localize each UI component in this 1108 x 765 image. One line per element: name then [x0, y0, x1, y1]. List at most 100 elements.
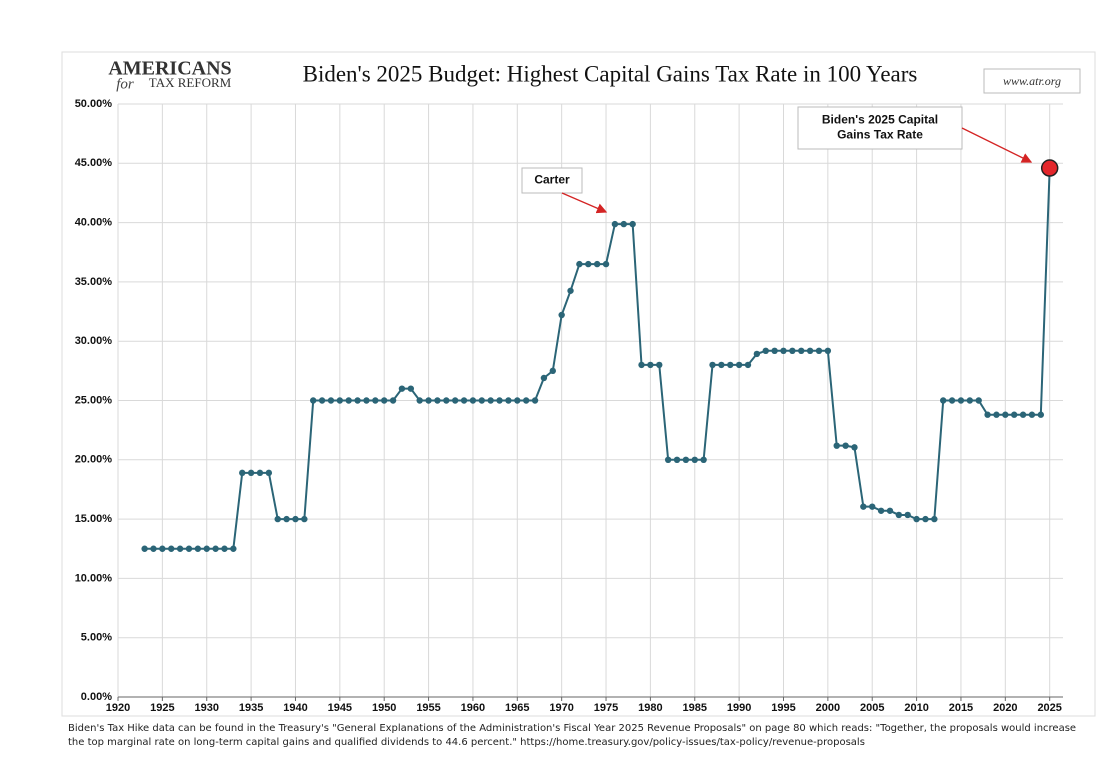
marker [780, 347, 787, 355]
x-tick-label: 1935 [239, 702, 263, 714]
chart-frame [61, 51, 1096, 717]
y-tick-label: 5.00% [81, 632, 112, 644]
x-tick-label: 1955 [416, 702, 440, 714]
marker [168, 545, 175, 552]
x-tick-label: 1990 [727, 702, 751, 714]
marker [176, 545, 184, 552]
marker [247, 469, 255, 477]
marker [549, 367, 556, 375]
y-tick-label: 10.00% [75, 572, 113, 584]
marker [478, 397, 486, 404]
x-tick-label: 1920 [106, 702, 130, 714]
website: www.atr.org [1003, 74, 1061, 88]
x-tick-label: 1950 [372, 702, 396, 714]
marker [691, 456, 698, 463]
marker [966, 397, 974, 404]
marker [239, 469, 246, 477]
marker [824, 347, 832, 355]
marker [682, 456, 690, 463]
marker [505, 397, 512, 404]
marker [425, 397, 432, 404]
marker [833, 442, 840, 449]
marker [709, 361, 716, 369]
marker [975, 397, 982, 404]
y-tick-label: 25.00% [75, 394, 113, 406]
annotation-arrow [561, 192, 608, 214]
marker [150, 545, 157, 552]
x-tick-label: 1925 [150, 702, 174, 714]
marker [407, 385, 415, 392]
marker [931, 515, 938, 523]
marker [416, 397, 423, 404]
logo: AMERICANS [108, 58, 231, 80]
marker [212, 545, 219, 552]
x-tick-label: 1940 [283, 702, 307, 714]
marker [585, 260, 592, 268]
marker [265, 469, 273, 477]
marker [203, 545, 210, 552]
logo: for [116, 76, 134, 92]
marker [593, 260, 601, 268]
marker [815, 347, 823, 355]
marker [629, 220, 636, 228]
website-box [983, 68, 1081, 94]
marker [318, 397, 326, 404]
marker [753, 350, 761, 358]
marker [895, 511, 903, 519]
x-tick-label: 1965 [505, 702, 529, 714]
marker [514, 397, 521, 404]
marker [576, 260, 583, 268]
marker [345, 397, 352, 404]
marker [789, 347, 796, 355]
marker [869, 503, 876, 510]
annotation-arrow [961, 127, 1033, 163]
marker [1037, 411, 1045, 418]
marker [1019, 411, 1027, 418]
x-tick-label: 1995 [771, 702, 795, 714]
x-tick-label: 2015 [949, 702, 973, 714]
marker [301, 515, 308, 523]
y-tick-label: 15.00% [75, 513, 113, 525]
marker [310, 397, 317, 404]
marker [540, 374, 548, 382]
y-tick-label: 40.00% [75, 217, 113, 229]
marker [292, 515, 299, 523]
marker [842, 442, 849, 449]
marker [398, 385, 406, 392]
chart-title: Biden's 2025 Budget: Highest Capital Gai… [303, 61, 918, 86]
marker [798, 347, 805, 355]
marker [664, 456, 672, 463]
marker [957, 397, 965, 404]
logo: TAX REFORM [149, 75, 232, 90]
marker [567, 287, 574, 294]
marker [283, 515, 290, 523]
marker [496, 397, 503, 404]
marker [744, 361, 752, 369]
y-tick-label: 35.00% [75, 276, 113, 288]
marker [336, 397, 344, 404]
footnote: Biden's Tax Hike data can be found in th… [68, 723, 1077, 748]
x-tick-label: 2010 [904, 702, 928, 714]
marker [656, 361, 663, 369]
marker [1028, 411, 1036, 418]
x-tick-label: 1930 [194, 702, 218, 714]
marker [877, 507, 885, 514]
marker [451, 397, 459, 404]
x-tick-label: 2020 [993, 702, 1017, 714]
x-tick-label: 2005 [860, 702, 884, 714]
marker [851, 444, 858, 451]
marker [443, 397, 450, 404]
marker [762, 347, 769, 355]
marker [638, 361, 645, 369]
marker [327, 397, 335, 404]
marker [771, 347, 778, 355]
marker [860, 503, 867, 510]
x-tick-label: 1960 [461, 702, 485, 714]
marker [256, 469, 264, 477]
x-tick-label: 2000 [816, 702, 840, 714]
marker [922, 515, 929, 523]
marker [221, 545, 228, 552]
x-tick-label: 1970 [549, 702, 573, 714]
x-tick-label: 2025 [1037, 702, 1061, 714]
